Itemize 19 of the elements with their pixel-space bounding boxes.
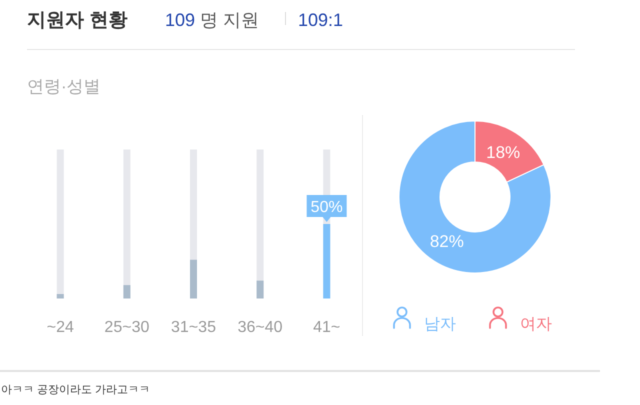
donut-slice — [398, 120, 552, 274]
x-tick-label: 31~35 — [171, 319, 216, 336]
x-tick-label: 36~40 — [238, 319, 283, 336]
bar — [123, 285, 130, 298]
text: 109:1 — [298, 10, 344, 30]
data-label: 82% — [430, 232, 464, 251]
x-tick-label: ~24 — [46, 319, 74, 336]
x-tick-label: 25~30 — [104, 319, 150, 336]
x-tick-label: 41~ — [313, 319, 340, 336]
bar — [56, 294, 64, 298]
legend-label: 남자 — [424, 316, 456, 333]
text: 아ㅋㅋ 공장이라도 가라고ㅋㅋ — [1, 384, 150, 396]
legend-label: 여자 — [520, 316, 552, 333]
data-label: 18% — [486, 143, 520, 162]
text: 연령·성별 — [27, 77, 101, 96]
chart-title: 지원자 현황 — [27, 10, 128, 31]
chart-subtitle: 109 명 지원 — [165, 10, 260, 30]
bar — [256, 280, 264, 298]
data-label: 50% — [310, 199, 343, 216]
